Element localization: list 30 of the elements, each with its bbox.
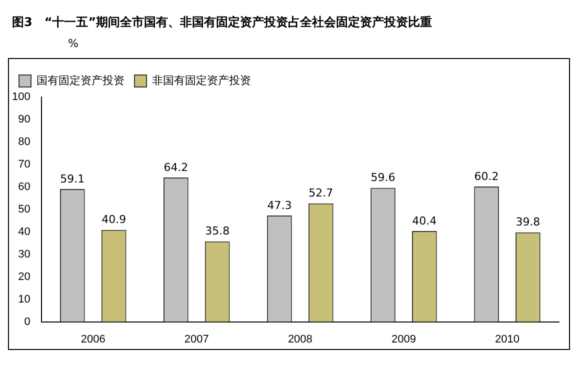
data-label: 47.3 xyxy=(267,198,292,212)
x-tick-label: 2007 xyxy=(184,333,209,346)
legend-label: 非国有固定资产投资 xyxy=(152,74,251,87)
x-tick-label: 2009 xyxy=(391,333,416,346)
y-tick-label: 100 xyxy=(12,91,30,104)
data-label: 40.4 xyxy=(412,214,437,228)
data-label: 35.8 xyxy=(205,224,230,238)
data-label: 39.8 xyxy=(516,216,540,229)
data-label: 60.2 xyxy=(474,170,499,183)
data-label: 59.6 xyxy=(370,171,396,184)
x-tick-label: 2010 xyxy=(494,333,520,346)
chart-title: 图3 “十一五”期间全市国有、非国有固定资产投资占全社会固定资产投资比重 xyxy=(11,14,434,31)
y-tick-label: 60 xyxy=(18,180,30,193)
y-tick-label: 50 xyxy=(18,203,30,216)
y-tick-label: 70 xyxy=(18,158,30,170)
data-label: 64.2 xyxy=(164,160,188,174)
data-label: 52.7 xyxy=(308,186,334,200)
data-label: 40.9 xyxy=(102,213,126,226)
y-tick-label: 0 xyxy=(24,316,30,328)
y-tick-label: 90 xyxy=(18,114,30,126)
y-tick-label: 30 xyxy=(18,248,30,260)
x-tick-label: 2006 xyxy=(80,333,106,346)
y-tick-label: 10 xyxy=(18,293,30,306)
legend-label: 国有固定资产投资 xyxy=(36,74,124,87)
y-tick-label: 80 xyxy=(18,136,30,148)
x-tick-label: 2008 xyxy=(288,333,312,346)
y-tick-label: 20 xyxy=(18,270,30,283)
y-axis-title: % xyxy=(67,36,80,52)
data-label: 59.1 xyxy=(60,172,85,186)
y-tick-label: 40 xyxy=(18,226,30,238)
